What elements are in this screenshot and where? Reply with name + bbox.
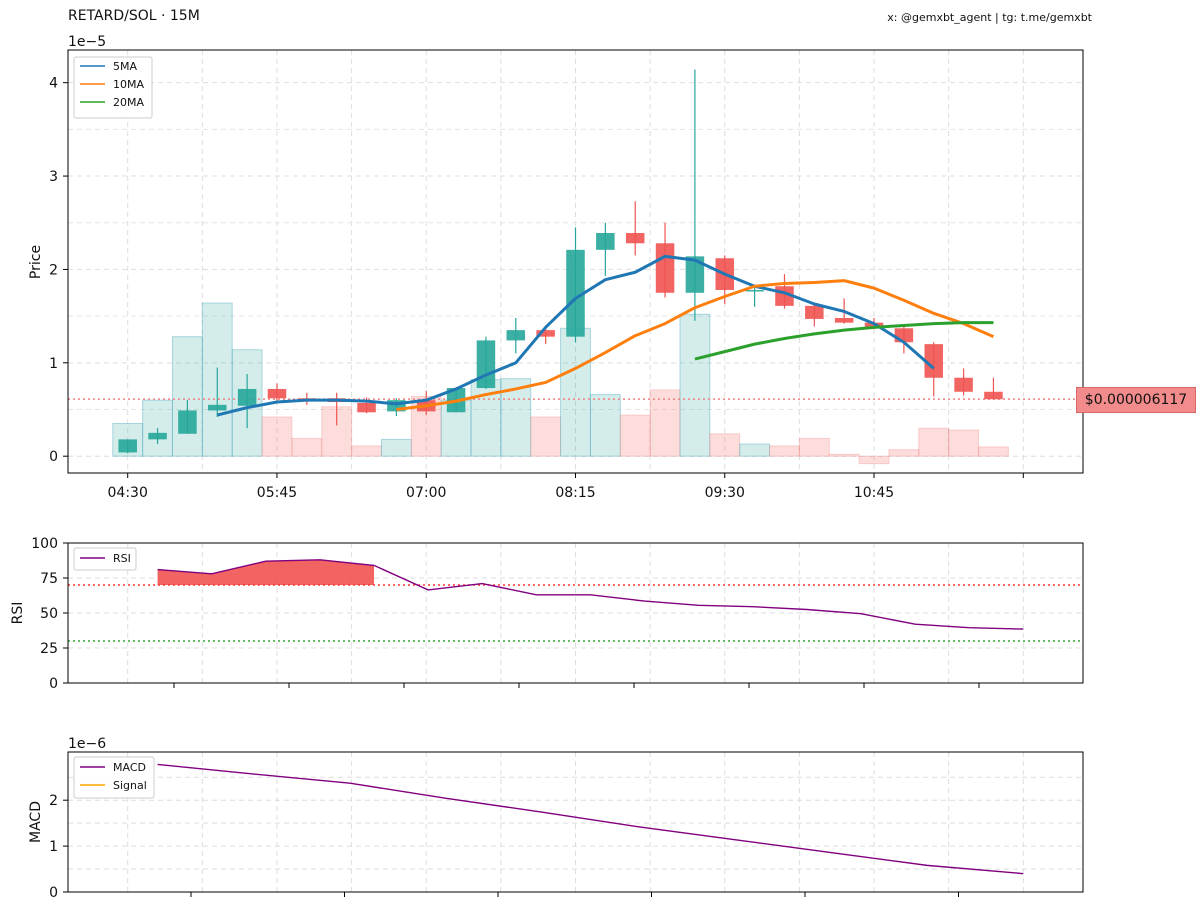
candle-body — [357, 402, 376, 413]
volume-bar — [709, 433, 741, 457]
candle-body — [178, 410, 197, 434]
candle-body — [506, 330, 526, 341]
price-y-tick-label: 2 — [49, 262, 58, 278]
legend-label: 10MA — [113, 78, 144, 91]
macd-y-tick-label: 1 — [49, 839, 58, 855]
volume-bar — [261, 416, 293, 457]
price-x-tick-label: 08:15 — [555, 485, 595, 501]
price-x-tick-label: 05:45 — [257, 485, 297, 501]
macd-y-tick-label: 2 — [49, 793, 58, 809]
legend-label: 5MA — [113, 60, 137, 73]
price-y-tick-label: 1 — [49, 356, 58, 372]
volume-bar — [171, 336, 203, 457]
volume-bar — [978, 446, 1009, 457]
candle-body — [984, 391, 1003, 400]
candle-body — [625, 233, 645, 244]
candle-body — [894, 328, 914, 343]
candle-body — [148, 432, 167, 440]
macd-line — [157, 763, 1024, 875]
rsi-legend: RSI — [73, 547, 137, 571]
legend-label: 20MA — [113, 96, 144, 109]
legend-label: MACD — [113, 761, 146, 774]
price-x-tick-label: 09:30 — [705, 485, 745, 501]
ma-line-10ma — [396, 279, 995, 411]
legend-box — [73, 547, 137, 571]
volume-bar — [858, 455, 890, 465]
volume-bar — [649, 389, 681, 457]
legend-label: RSI — [113, 552, 131, 565]
price-x-tick-label: 04:30 — [108, 485, 148, 501]
rsi-y-tick-label: 0 — [49, 676, 58, 692]
rsi-overbought-fill — [157, 559, 374, 585]
candle-body — [655, 243, 675, 293]
macd-y-multiplier: 1e−6 — [68, 736, 106, 752]
candle-body — [596, 233, 615, 250]
price-y-tick-label: 3 — [49, 169, 58, 185]
rsi-y-label: RSI — [10, 602, 26, 625]
candle-body — [267, 388, 287, 399]
volume-bar — [828, 453, 860, 457]
volume-bar — [291, 437, 323, 457]
candle-body — [208, 404, 227, 411]
candle-body — [805, 305, 824, 319]
volume-bar — [948, 429, 980, 457]
legend-label: Signal — [113, 779, 147, 792]
price-y-tick-label: 0 — [49, 449, 58, 465]
price-x-tick-label: 10:45 — [854, 485, 894, 501]
price-y-tick-label: 4 — [49, 76, 58, 92]
rsi-y-tick-label: 75 — [40, 571, 58, 587]
macd-y-tick-label: 0 — [49, 885, 58, 901]
candle-body — [864, 322, 884, 329]
chart-title: RETARD/SOL · 15M — [68, 8, 200, 24]
rsi-y-tick-label: 25 — [40, 641, 58, 657]
volume-bar — [918, 427, 950, 457]
volume-bar — [619, 414, 651, 457]
candle-body — [685, 256, 705, 293]
volume-bar — [380, 438, 412, 457]
macd-y-label: MACD — [28, 801, 44, 843]
candle-body — [745, 289, 764, 292]
macd-legend: MACD Signal — [73, 756, 155, 799]
candle-body — [954, 377, 973, 392]
volume-bar — [560, 327, 591, 457]
candle-body — [118, 439, 137, 453]
price-x-tick-label: 07:00 — [406, 485, 446, 501]
price-y-label: Price — [28, 245, 44, 279]
candle-body — [237, 388, 257, 406]
candle-body — [536, 330, 555, 337]
candle-body — [834, 317, 854, 323]
volume-bar — [679, 313, 711, 457]
volume-bar — [739, 443, 771, 457]
current-price-badge: $0.000006117 — [1076, 387, 1196, 413]
rsi-line — [157, 559, 1024, 630]
price-y-multiplier: 1e−5 — [68, 34, 106, 50]
credit-text: x: @gemxbt_agent | tg: t.me/gemxbt — [887, 11, 1092, 24]
volume-bar — [888, 449, 920, 457]
candle-body — [566, 249, 585, 337]
volume-bar — [589, 394, 621, 457]
volume-bar — [351, 445, 382, 457]
volume-bar — [798, 437, 830, 457]
ma-line-5ma — [216, 254, 935, 417]
macd-axes-frame — [67, 751, 1084, 893]
ma-line-20ma — [694, 321, 994, 361]
volume-bar — [530, 416, 562, 457]
rsi-y-tick-label: 100 — [31, 536, 58, 552]
candle-body — [387, 400, 406, 412]
candle-body — [476, 340, 496, 389]
price-legend: 5MA 10MA 20MA — [73, 56, 153, 119]
volume-bar — [769, 445, 800, 457]
rsi-y-tick-label: 50 — [40, 606, 58, 622]
candle-body — [924, 344, 943, 378]
